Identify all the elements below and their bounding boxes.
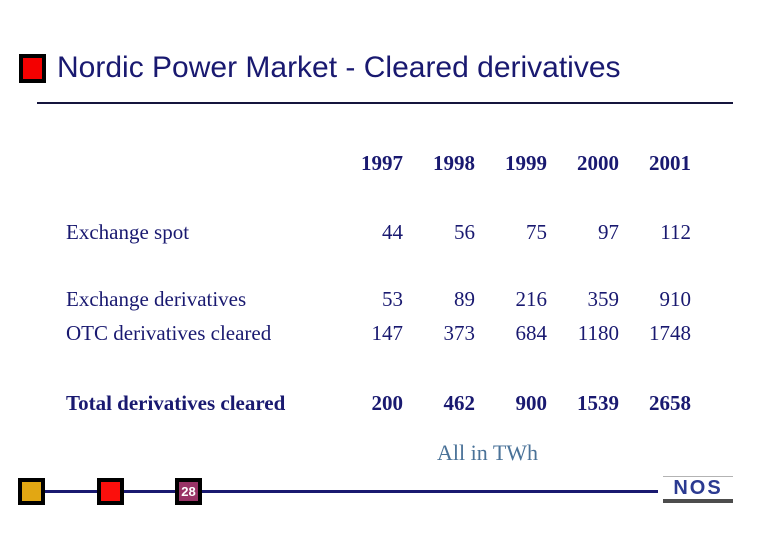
table-row: OTC derivatives cleared 147 373 684 1180…: [66, 321, 692, 345]
table-row: Exchange spot 44 56 75 97 112: [66, 220, 692, 244]
table-cell: 910: [659, 287, 692, 311]
table-cell: 900: [515, 391, 548, 415]
nos-logo-text: NOS: [673, 477, 723, 499]
year-header: 1999: [505, 151, 547, 175]
table-cell: 56: [454, 220, 475, 244]
nos-logo-bottom-bar: [663, 499, 733, 503]
table-header-row: 1997 1998 1999 2000 2001: [66, 151, 692, 175]
table-cell: 359: [587, 287, 620, 311]
year-header: 2000: [577, 151, 619, 175]
year-header: 1997: [361, 151, 403, 175]
table-header-empty-cell: [66, 151, 331, 175]
table-cell: 2658: [649, 391, 691, 415]
row-label: Exchange spot: [66, 220, 190, 244]
table-cell: 112: [660, 220, 691, 244]
table-cell: 684: [515, 321, 548, 345]
table-cell: 200: [371, 391, 404, 415]
table-cell: 1180: [577, 321, 619, 345]
table-cell: 75: [526, 220, 547, 244]
page-number-square: 28: [175, 478, 202, 505]
table-cell: 147: [371, 321, 404, 345]
footer-red-square-icon: [97, 478, 124, 505]
nos-logo-top-rule: [663, 476, 733, 477]
footer-yellow-square-icon: [18, 478, 45, 505]
page-number: 28: [181, 484, 196, 499]
row-label: Exchange derivatives: [66, 287, 247, 311]
table-cell: 97: [598, 220, 619, 244]
table-cell: 462: [443, 391, 476, 415]
table-cell: 216: [515, 287, 548, 311]
table-row: Exchange derivatives 53 89 216 359 910: [66, 287, 692, 311]
table-cell: 1748: [649, 321, 691, 345]
footer-line-divider: [30, 490, 658, 493]
red-square-bullet-icon: [19, 54, 46, 83]
year-header: 1998: [433, 151, 475, 175]
table-cell: 373: [443, 321, 476, 345]
table-cell: 44: [382, 220, 403, 244]
units-note: All in TWh: [437, 440, 539, 465]
table-row-total: Total derivatives cleared 200 462 900 15…: [66, 391, 692, 415]
page-title: Nordic Power Market - Cleared derivative…: [57, 51, 621, 84]
row-label: Total derivatives cleared: [66, 391, 286, 415]
nos-logo: NOS: [663, 476, 733, 503]
title-underline-divider: [37, 102, 733, 104]
row-label: OTC derivatives cleared: [66, 321, 272, 345]
year-header: 2001: [649, 151, 691, 175]
table-cell: 53: [382, 287, 403, 311]
table-cell: 89: [454, 287, 475, 311]
table-cell: 1539: [577, 391, 619, 415]
